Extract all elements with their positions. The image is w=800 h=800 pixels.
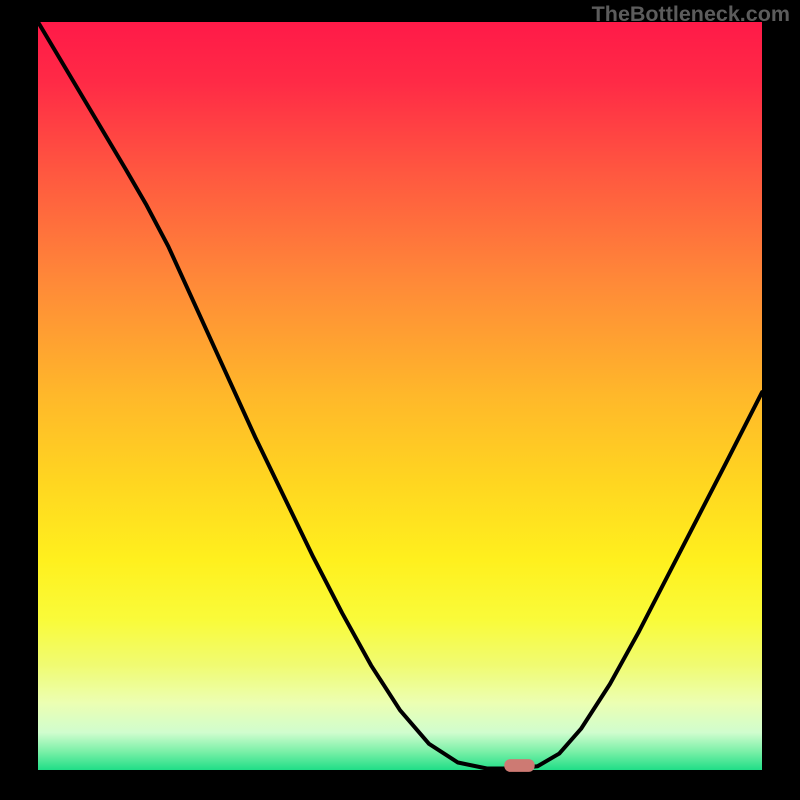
optimal-marker	[504, 759, 534, 772]
plot-area	[38, 22, 762, 770]
bottleneck-curve-chart	[0, 0, 800, 800]
chart-frame: TheBottleneck.com	[0, 0, 800, 800]
watermark-label: TheBottleneck.com	[592, 2, 790, 27]
